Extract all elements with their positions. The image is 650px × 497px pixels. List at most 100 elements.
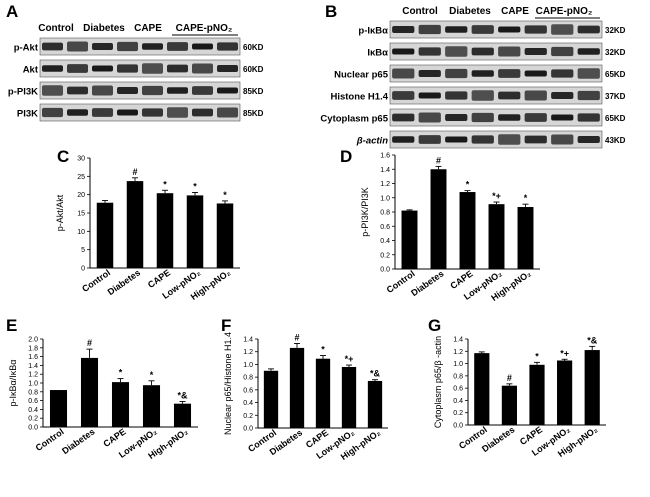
- blot-b-band: [524, 113, 547, 122]
- blot-b-band: [445, 68, 468, 79]
- d-y-tick-label: 0.2: [380, 252, 390, 259]
- blot-a-band: [142, 63, 163, 74]
- e-y-tick-label: 2.0: [28, 337, 38, 344]
- f-y-tick-label: 1.2: [243, 349, 253, 356]
- blot-a-band: [167, 64, 188, 73]
- blot-b-band: [498, 26, 521, 33]
- e-y-tick-label: 1.0: [28, 381, 38, 388]
- blot-a-band: [167, 87, 188, 94]
- blot-b-kd-label: 37KD: [605, 92, 626, 101]
- e-y-tick-label: 1.2: [28, 372, 38, 379]
- c-y-axis-label: p-Akt/Akt: [55, 194, 65, 231]
- blot-b-blot-strip: [389, 64, 603, 83]
- d-y-tick-label: 0.6: [380, 224, 390, 231]
- g-significance-label: *&: [587, 335, 598, 345]
- f-y-tick-label: 0.6: [243, 387, 253, 394]
- e-y-tick-label: 0.2: [28, 416, 38, 423]
- bar-chart-e: E 0.0 0.2 0.4 0.6 0.81.0 1.2 1.4 1.6 1.82.0 p-IκB…: [6, 316, 198, 461]
- g-bar: [529, 364, 545, 425]
- e-bar: [80, 357, 99, 427]
- f-bar: [315, 358, 331, 428]
- e-bar: [173, 403, 192, 427]
- f-significance-label: #: [294, 332, 299, 342]
- blot-b-band: [418, 112, 441, 123]
- panel-label-e: E: [6, 316, 17, 335]
- g-y-tick-label: 0.4: [453, 398, 463, 405]
- blot-a-band: [167, 107, 188, 118]
- d-y-tick-label: 1.0: [380, 195, 390, 202]
- panel-label-b: B: [325, 2, 337, 21]
- blot-a-band: [117, 64, 138, 73]
- g-y-tick-label: 0.2: [453, 410, 463, 417]
- d-y-axis-label: p-PI3K/PI3K: [360, 187, 370, 237]
- blot-a-blot-strip: [39, 37, 241, 56]
- g-y-tick-label: 0.6: [453, 386, 463, 393]
- blot-b-band: [418, 24, 441, 35]
- f-y-axis-label: Nuclear p65/Histone H1.4: [223, 332, 233, 435]
- blot-b-row-label: Histone H1.4: [330, 92, 388, 103]
- panel-label-d: D: [340, 147, 352, 166]
- blot-b-band: [498, 114, 521, 121]
- f-bar: [367, 380, 383, 428]
- blot-b-band: [445, 113, 468, 122]
- e-bar: [49, 390, 68, 427]
- c-bar: [216, 203, 234, 268]
- f-bar: [263, 370, 279, 428]
- d-bar: [401, 210, 418, 269]
- blot-b-blot-strip: [389, 130, 603, 149]
- blot-b-band: [577, 48, 600, 55]
- blot-b-band: [551, 24, 574, 35]
- blot-b-band: [471, 70, 494, 77]
- c-y-tick-label: 0: [81, 266, 85, 273]
- blot-a-band: [67, 86, 88, 95]
- panel-label-c: C: [57, 147, 69, 166]
- blot-a-band: [217, 107, 238, 118]
- c-y-tick-label: 30: [77, 156, 85, 163]
- blot-a-band: [67, 109, 88, 116]
- blot-a-band: [92, 65, 113, 72]
- e-bar: [142, 385, 161, 427]
- e-significance-label: *: [150, 370, 154, 380]
- blot-a-band: [67, 64, 88, 73]
- c-significance-label: *: [223, 190, 227, 200]
- panel-label-f: F: [221, 316, 231, 335]
- c-y-tick-label: 10: [77, 229, 85, 236]
- blot-b-band: [392, 25, 415, 34]
- blot-a-band: [42, 65, 63, 72]
- blot-b-band: [577, 113, 600, 122]
- blot-b-lane-label: Diabetes: [449, 6, 491, 17]
- blot-a-band: [92, 108, 113, 117]
- blot-a-band: [192, 63, 213, 74]
- blot-b-band: [577, 25, 600, 34]
- blot-a-band: [42, 107, 63, 118]
- blot-b-band: [392, 136, 415, 143]
- blot-b-kd-label: 32KD: [605, 26, 626, 35]
- d-bar: [488, 204, 505, 269]
- blot-a-row-label: PI3K: [17, 109, 38, 120]
- f-bar: [289, 347, 305, 428]
- blot-a-band: [42, 42, 63, 51]
- blot-a-band: [67, 41, 88, 52]
- blot-b-band: [524, 70, 547, 77]
- blot-a-lane-label: CAPE: [134, 23, 162, 34]
- blot-b-band: [551, 69, 574, 78]
- f-y-tick-label: 0.2: [243, 413, 253, 420]
- blot-a-kd-label: 85KD: [243, 109, 264, 118]
- g-bar: [474, 353, 490, 425]
- c-bar: [96, 202, 114, 268]
- d-y-tick-label: 1.2: [380, 181, 390, 188]
- g-y-axis-label: Cytoplasm p65/β -actin: [433, 336, 443, 428]
- g-y-tick-label: 0.8: [453, 373, 463, 380]
- blot-b-band: [445, 46, 468, 57]
- e-significance-label: *: [119, 368, 123, 378]
- f-y-tick-label: 0.4: [243, 400, 253, 407]
- c-y-tick-label: 25: [77, 174, 85, 181]
- blot-b-band: [471, 90, 494, 101]
- blot-b-row-label: IκBα: [367, 48, 388, 59]
- e-y-tick-label: 0.0: [28, 425, 38, 432]
- blot-panel-a: A Control Diabetes CAPE CAPE-pNO₂ p-Akt 60KD…: [6, 2, 264, 122]
- e-y-tick-label: 0.4: [28, 407, 38, 414]
- bar-chart-d: D 0.0 0.2 0.4 0.6 0.8 1.0 1.2 1.4 1.6 p-PI3K/PI3K…: [340, 147, 540, 303]
- blot-b-row-label: p-IκBα: [358, 26, 388, 37]
- c-significance-label: *: [193, 181, 197, 191]
